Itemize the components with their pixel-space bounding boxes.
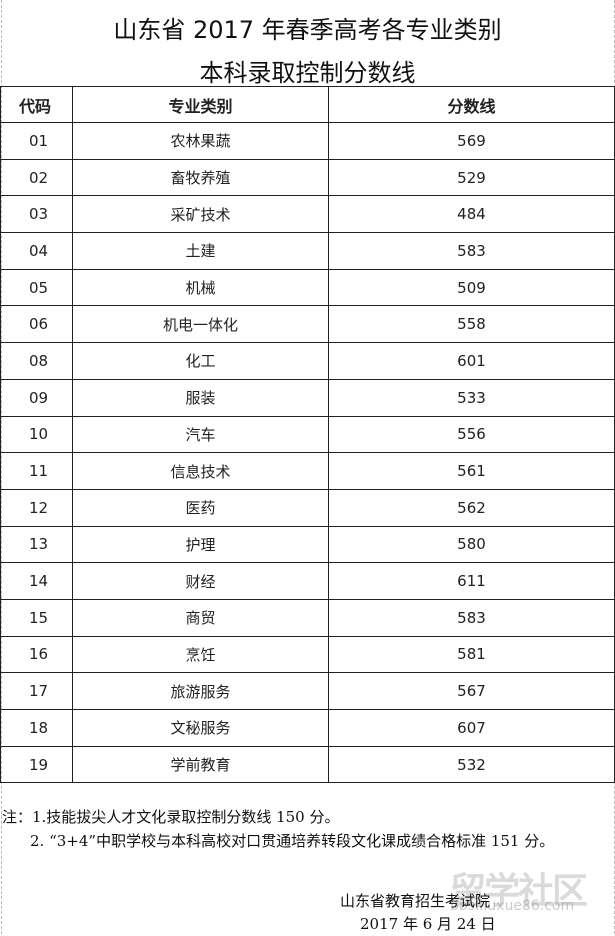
cell-score: 567 [328,672,615,710]
table-row: 11 信息技术 561 [0,452,615,490]
cell-code: 15 [0,598,73,637]
table-row: 15 商贸 583 [0,598,615,637]
cell-category: 医药 [72,488,329,527]
cell-score: 562 [328,488,615,527]
cell-score: 556 [328,415,615,454]
cell-score: 601 [328,342,615,380]
cell-code: 02 [0,158,73,197]
cell-score: 607 [328,709,615,747]
cell-score: 581 [328,635,615,674]
cell-code: 09 [0,378,73,417]
table-row: 04 土建 583 [0,232,615,270]
cell-category: 机械 [72,268,329,307]
cell-category: 汽车 [72,415,329,454]
table-row: 10 汽车 556 [0,415,615,454]
cell-score: 583 [328,232,615,270]
note-1: 注：1.技能拔尖人才文化录取控制分数线 150 分。 [2,808,340,826]
table-row: 09 服装 533 [0,378,615,417]
table-header-row: 代码 专业类别 分数线 [0,86,615,123]
cell-category: 服装 [72,378,329,417]
table-row: 17 旅游服务 567 [0,672,615,710]
cell-code: 01 [0,122,73,160]
cell-code: 17 [0,672,73,710]
table-row: 16 烹饪 581 [0,635,615,674]
cell-category: 土建 [72,232,329,270]
cell-score: 611 [328,562,615,600]
cell-score: 583 [328,598,615,637]
title-line-1: 山东省 2017 年春季高考各专业类别 [113,16,502,44]
cell-category: 学前教育 [72,745,329,784]
cell-code: 08 [0,342,73,380]
cell-score: 509 [328,268,615,307]
cell-category: 财经 [72,562,329,600]
cell-code: 03 [0,195,73,234]
header-category: 专业类别 [72,86,329,123]
table-row: 05 机械 509 [0,268,615,307]
table-row: 19 学前教育 532 [0,745,615,784]
table-row: 18 文秘服务 607 [0,709,615,747]
header-code: 代码 [0,86,73,123]
cell-score: 561 [328,452,615,490]
cell-score: 532 [328,745,615,784]
cell-code: 11 [0,452,73,490]
title-line-2: 本科录取控制分数线 [199,59,416,87]
cell-code: 18 [0,709,73,747]
cell-score: 529 [328,158,615,197]
cell-category: 农林果蔬 [72,122,329,160]
cell-category: 信息技术 [72,452,329,490]
cell-category: 采矿技术 [72,195,329,234]
cell-category: 机电一体化 [72,305,329,344]
table-row: 03 采矿技术 484 [0,195,615,234]
header-score: 分数线 [328,86,615,123]
table-row: 06 机电一体化 558 [0,305,615,344]
note-2: 2. “3+4”中职学校与本科高校对口贯通培养转段文化课成绩合格标准 151 分… [30,832,555,850]
table-row: 01 农林果蔬 569 [0,122,615,160]
table-row: 02 畜牧养殖 529 [0,158,615,197]
cell-code: 04 [0,232,73,270]
table-row: 14 财经 611 [0,562,615,600]
cell-code: 06 [0,305,73,344]
cell-code: 12 [0,488,73,527]
cell-category: 商贸 [72,598,329,637]
table-row: 13 护理 580 [0,525,615,564]
cell-code: 19 [0,745,73,784]
cell-category: 烹饪 [72,635,329,674]
issue-date: 2017 年 6 月 24 日 [360,915,496,933]
table-row: 12 医药 562 [0,488,615,527]
cell-code: 14 [0,562,73,600]
score-table: 代码 专业类别 分数线 01 农林果蔬 569 02 畜牧养殖 529 03 采矿技术 484 0… [0,86,615,784]
cell-score: 580 [328,525,615,564]
cell-score: 533 [328,378,615,417]
cell-category: 旅游服务 [72,672,329,710]
cell-category: 文秘服务 [72,709,329,747]
issuing-organization: 山东省教育招生考试院 [340,892,491,910]
cell-category: 化工 [72,342,329,380]
cell-code: 13 [0,525,73,564]
cell-score: 569 [328,122,615,160]
cell-score: 484 [328,195,615,234]
cell-category: 护理 [72,525,329,564]
cell-score: 558 [328,305,615,344]
cell-code: 10 [0,415,73,454]
cell-code: 16 [0,635,73,674]
cell-code: 05 [0,268,73,307]
cell-category: 畜牧养殖 [72,158,329,197]
table-row: 08 化工 601 [0,342,615,380]
